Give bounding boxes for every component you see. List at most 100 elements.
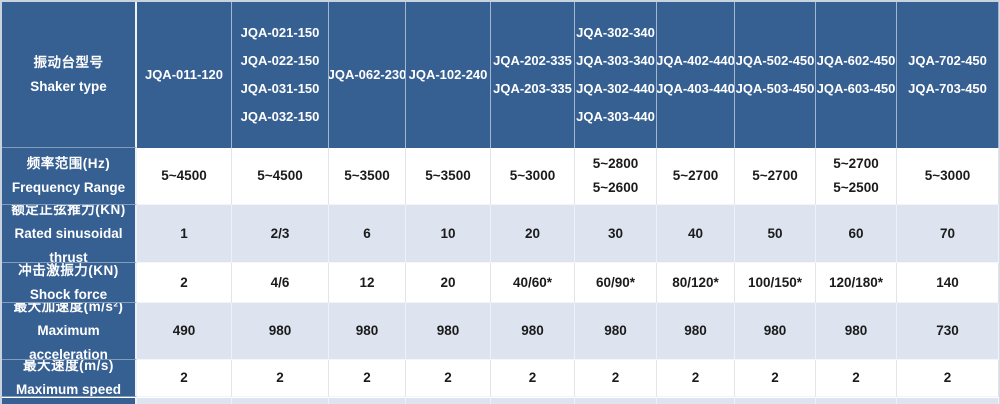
header-model-cell-10: JQA-702-450 JQA-703-450 — [897, 2, 999, 148]
value-text: 2 — [528, 370, 537, 385]
value-text: 5~3000 — [924, 168, 971, 183]
value-text: 2 — [852, 370, 860, 385]
value-cell: 2 — [491, 360, 575, 397]
shaker-type-label-en: Shaker type — [30, 78, 107, 94]
value-cell: 50 — [735, 205, 816, 263]
value-text: 730 — [936, 323, 959, 338]
value-text: 40 — [687, 225, 704, 241]
value-cell: 980 — [575, 303, 657, 360]
value-cell: 2 — [735, 360, 816, 397]
value-text: 980 — [436, 323, 460, 338]
value-text: 5~2600 — [592, 180, 639, 195]
value-text: 2 — [363, 370, 371, 385]
model-name: JQA-011-120 — [144, 67, 224, 82]
value-cell: 980 — [232, 303, 329, 360]
row-label-cell: 频率范围(Hz) Frequency Range — [2, 148, 137, 205]
header-model-cell-8: JQA-502-450 JQA-503-450 — [735, 2, 816, 148]
header-model-cell-9: JQA-602-450 JQA-603-450 — [816, 2, 897, 148]
model-name: JQA-303-340 — [576, 53, 655, 68]
value-cell: 2 — [406, 360, 491, 397]
row-label-zh: 最大加速度(m/s²) — [13, 303, 124, 314]
value-cell: 980 — [329, 303, 406, 360]
value-cell: 2 — [575, 360, 657, 397]
value-cell: 980 — [491, 303, 575, 360]
value-cell: 2 — [816, 360, 897, 397]
model-name: JQA-062-230 — [329, 67, 406, 82]
value-cell: 5~2700 — [657, 148, 735, 205]
value-text: 20 — [440, 274, 456, 290]
value-cell: 5~4500 — [232, 148, 329, 205]
model-name: JQA-402-440 — [657, 53, 735, 68]
value-text: 100/150* — [747, 274, 803, 290]
value-cell: 12 — [329, 263, 406, 303]
model-name: JQA-031-150 — [240, 81, 320, 96]
model-name: JQA-602-450 — [816, 53, 896, 68]
value-cell: 10 — [406, 205, 491, 263]
value-cell: 2/3 — [232, 205, 329, 263]
value-text: 12 — [359, 274, 375, 290]
partial-row-cell — [575, 397, 657, 404]
value-text: 2 — [611, 370, 620, 385]
value-text: 980 — [521, 323, 544, 338]
value-cell: 5~3000 — [491, 148, 575, 205]
value-text: 50 — [767, 225, 783, 241]
value-text: 20 — [524, 225, 541, 241]
value-cell: 80/120* — [657, 263, 735, 303]
partial-row-cell — [897, 397, 999, 404]
value-cell: 730 — [897, 303, 999, 360]
value-cell: 40/60* — [491, 263, 575, 303]
row-label-cell: 额定正弦推力(KN) Rated sinusoidal thrust — [2, 205, 137, 263]
value-text: 2 — [943, 370, 952, 385]
value-cell: 980 — [657, 303, 735, 360]
model-name: JQA-102-240 — [408, 67, 488, 82]
model-name: JQA-502-450 — [735, 53, 815, 68]
model-name: JQA-303-440 — [576, 109, 655, 124]
row-label-en: Frequency Range — [11, 180, 126, 195]
value-text: 70 — [939, 225, 956, 241]
row-label-cell: 最大加速度(m/s²) Maximum acceleration — [2, 303, 137, 360]
row-label-en: Shock force — [29, 286, 108, 302]
model-name: JQA-603-450 — [816, 81, 896, 96]
value-text: 140 — [936, 274, 959, 290]
value-text: 2 — [180, 274, 188, 290]
value-text: 5~3000 — [509, 168, 556, 183]
partial-row-cell — [137, 397, 232, 404]
value-cell: 2 — [897, 360, 999, 397]
value-cell: 980 — [735, 303, 816, 360]
partial-row-cell — [329, 397, 406, 404]
value-cell: 20 — [491, 205, 575, 263]
value-cell: 6 — [329, 205, 406, 263]
value-cell: 60 — [816, 205, 897, 263]
value-text: 10 — [440, 225, 456, 241]
value-cell: 980 — [406, 303, 491, 360]
partial-row-cell — [491, 397, 575, 404]
value-text: 60/90* — [595, 274, 636, 290]
partial-row-cell — [735, 397, 816, 404]
shaker-type-header-cell: 振动台型号 Shaker type — [2, 2, 137, 148]
value-cell: 140 — [897, 263, 999, 303]
row-label-en: Rated sinusoidal thrust — [14, 225, 123, 263]
header-model-cell-4: JQA-102-240 — [406, 2, 491, 148]
row-label-en: Maximum acceleration — [29, 323, 108, 360]
value-cell: 5~3500 — [329, 148, 406, 205]
partial-row-cell — [657, 397, 735, 404]
value-text: 60 — [848, 225, 864, 241]
value-text: 2 — [444, 370, 452, 385]
model-name: JQA-203-335 — [493, 81, 572, 96]
value-cell: 20 — [406, 263, 491, 303]
value-text: 40/60* — [512, 274, 553, 290]
value-cell: 60/90* — [575, 263, 657, 303]
value-text: 490 — [172, 323, 196, 338]
value-cell: 2 — [657, 360, 735, 397]
model-name: JQA-302-440 — [576, 81, 655, 96]
row-label-en: Maximum speed — [15, 382, 122, 397]
value-text: 120/180* — [828, 274, 884, 290]
model-name: JQA-022-150 — [240, 53, 320, 68]
partial-row-cell — [232, 397, 329, 404]
value-cell: 5~3000 — [897, 148, 999, 205]
value-text: 5~2700 — [833, 156, 879, 171]
value-text: 5~2500 — [833, 180, 879, 195]
partial-row-label — [2, 397, 137, 404]
header-model-cell-1: JQA-011-120 — [137, 2, 232, 148]
